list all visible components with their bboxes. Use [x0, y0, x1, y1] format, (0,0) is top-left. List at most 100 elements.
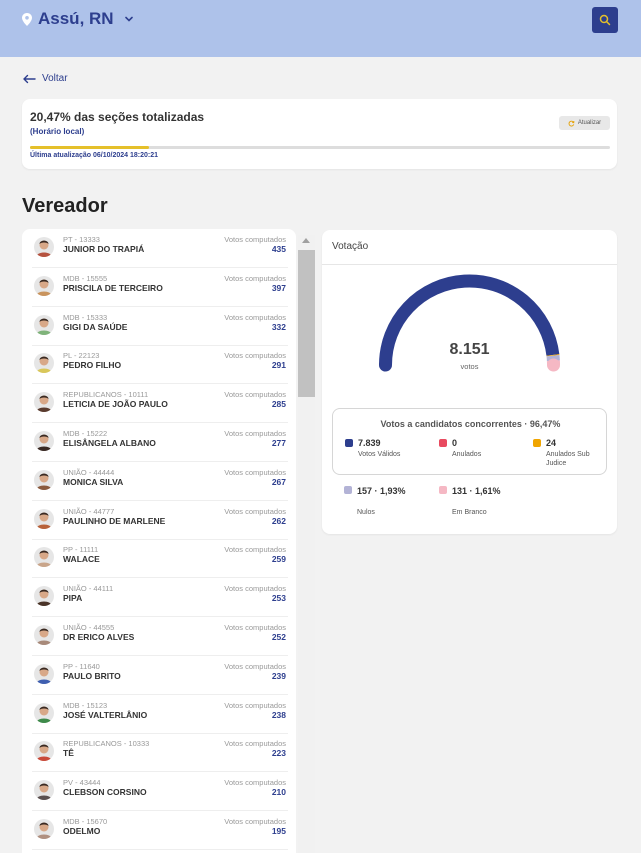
votes-label: Votos computados	[224, 584, 286, 594]
chevron-down-icon[interactable]	[124, 15, 134, 23]
legend-label: Anulados Sub Judice	[546, 451, 590, 467]
totalization-status-card: 20,47% das seções totalizadas (Horário l…	[22, 99, 617, 169]
candidate-votes: 262	[271, 515, 286, 526]
candidate-name: MONICA SILVA	[63, 476, 124, 487]
votacao-card: Votação 8.151 votos Votos a candidatos c…	[322, 230, 617, 534]
local-time-note: (Horário local)	[30, 127, 85, 136]
candidate-votes: 252	[271, 632, 286, 642]
candidate-row[interactable]: MDB - 15222 ELISÂNGELA ALBANO Votos comput…	[32, 423, 288, 462]
candidate-party: UNIÃO - 44777	[63, 506, 115, 516]
votes-label: Votos computados	[224, 467, 286, 477]
candidate-row[interactable]: MDB - 15555 PRISCILA DE TERCEIRO Votos com…	[32, 268, 288, 307]
legend-value: 157 · 1,93%	[357, 486, 406, 496]
top-bar: Assú, RN	[0, 0, 641, 57]
candidate-row[interactable]: REPUBLICANOS - 10111 LETICIA DE JOÃO PAUL…	[32, 384, 288, 424]
progress-fill	[30, 146, 149, 149]
search-button[interactable]	[592, 7, 618, 33]
legend-swatch	[533, 439, 541, 447]
candidate-name: PAULO BRITO	[63, 670, 121, 681]
candidate-row[interactable]: UNIÃO - 44777 PAULINHO DE MARLENE Votos co…	[32, 501, 288, 540]
candidate-avatar	[34, 819, 54, 839]
votacao-title: Votação	[332, 241, 369, 252]
candidate-party: PV - 43444	[63, 778, 101, 788]
candidate-row[interactable]: PT - 13333 JUNIOR DO TRAPIÁ Votos computad…	[32, 229, 288, 268]
candidate-row[interactable]: UNIÃO - 44444 MONICA SILVA Votos computado…	[32, 462, 288, 501]
candidate-name: PIPA	[63, 593, 83, 604]
city-name[interactable]: Assú, RN	[38, 9, 114, 28]
candidate-name: PAULINHO DE MARLENE	[63, 515, 166, 526]
candidate-party: REPUBLICANOS - 10333	[63, 739, 150, 749]
legend-label: Anulados	[452, 451, 482, 458]
candidate-name: ELISÂNGELA ALBANO	[63, 438, 156, 448]
legend-value: 0	[452, 438, 458, 448]
gauge-total: 8.151	[449, 341, 490, 358]
candidate-row[interactable]: MDB - 15670 ODELMO Votos computados 195	[32, 811, 288, 850]
candidate-avatar	[34, 314, 54, 335]
candidate-row[interactable]: UNIÃO - 44111 PIPA Votos computados 253	[32, 578, 288, 618]
legend-nulos: 157 · 1,93% Nulos	[344, 485, 424, 521]
candidate-party: UNIÃO - 44444	[63, 467, 115, 477]
back-link[interactable]: Voltar	[22, 73, 68, 84]
candidate-row[interactable]: PP - 11111 WALACE Votos computados 259	[32, 539, 288, 579]
candidate-row[interactable]: PP - 11640 PAULO BRITO Votos computados 239	[32, 656, 288, 695]
candidate-avatar	[34, 431, 54, 451]
votes-label: Votos computados	[224, 235, 286, 244]
candidate-row[interactable]: PV - 43444 CLEBSON CORSINO Votos computado…	[32, 772, 288, 812]
gauge-total-label: votos	[460, 362, 479, 371]
candidate-row[interactable]: REPUBLICANOS - 10333 TÊ Votos computados 22…	[32, 733, 288, 773]
candidate-name: PEDRO FILHO	[63, 360, 122, 371]
back-label[interactable]: Voltar	[42, 73, 68, 84]
map-pin-icon	[22, 12, 32, 26]
legend-label: Em Branco	[452, 509, 487, 516]
scroll-up-arrow-icon[interactable]	[302, 238, 310, 243]
candidate-list[interactable]: PT - 13333 JUNIOR DO TRAPIÁ Votos computad…	[22, 229, 296, 853]
votes-label: Votos computados	[224, 661, 286, 671]
votes-label: Votos computados	[224, 778, 286, 788]
candidate-name: ODELMO	[63, 826, 101, 836]
candidate-row[interactable]: MDB - 15123 JOSÉ VALTERLÂNIO Votos computa…	[32, 695, 288, 734]
candidate-party: PP - 11111	[63, 545, 99, 555]
candidate-name: LETICIA DE JOÃO PAULO	[63, 399, 168, 410]
refresh-button[interactable]: Atualizar	[559, 116, 610, 130]
location-selector[interactable]: Assú, RN	[22, 9, 134, 29]
candidate-party: PL - 22123	[63, 351, 100, 361]
votes-label: Votos computados	[224, 623, 286, 632]
candidate-avatar	[34, 780, 54, 801]
votes-label: Votos computados	[224, 312, 286, 322]
gauge-cap-left	[379, 358, 392, 372]
legend-value: 7.839	[358, 438, 381, 448]
candidate-votes: 195	[271, 826, 286, 836]
candidate-row[interactable]: PL - 22123 PEDRO FILHO Votos computados 291	[32, 345, 288, 385]
refresh-label: Atualizar	[577, 120, 602, 126]
candidate-name: WALACE	[63, 554, 100, 565]
candidate-party: MDB - 15670	[63, 817, 108, 826]
legend-swatch	[439, 439, 447, 447]
scroll-thumb[interactable]	[298, 250, 315, 397]
candidate-party: PT - 13333	[63, 235, 100, 244]
candidate-votes: 291	[271, 360, 286, 371]
legend-anulados: 0 Anulados	[439, 438, 519, 468]
candidate-row[interactable]: MDB - 15333 GIGI DA SAÚDE Votos computados…	[32, 307, 288, 346]
last-update-text: Última atualização 06/10/2024 18:20:21	[30, 152, 159, 159]
candidate-votes: 285	[271, 399, 286, 410]
candidate-party: UNIÃO - 44111	[63, 584, 114, 594]
candidate-avatar	[34, 353, 54, 374]
votes-label: Votos computados	[224, 817, 286, 826]
legend-em-branco: 131 · 1,61% Em Branco	[439, 485, 519, 521]
candidate-avatar	[34, 663, 54, 684]
legend-label: Nulos	[357, 509, 375, 516]
candidate-avatar	[34, 625, 54, 645]
list-scrollbar[interactable]	[298, 235, 315, 853]
candidate-name: JOSÉ VALTERLÂNIO	[63, 709, 148, 720]
candidate-votes: 239	[271, 670, 286, 681]
section-title: Vereador	[22, 195, 108, 217]
candidate-votes: 277	[271, 438, 286, 448]
candidate-avatar	[34, 392, 54, 413]
candidate-votes: 435	[271, 244, 286, 254]
candidate-party: MDB - 15333	[63, 312, 108, 322]
votes-label: Votos computados	[224, 700, 286, 710]
candidate-avatar	[34, 469, 54, 490]
legend-swatch	[439, 486, 447, 494]
candidate-row[interactable]: UNIÃO - 44555 DR ERICO ALVES Votos computa…	[32, 617, 288, 656]
votes-label: Votos computados	[224, 351, 286, 361]
